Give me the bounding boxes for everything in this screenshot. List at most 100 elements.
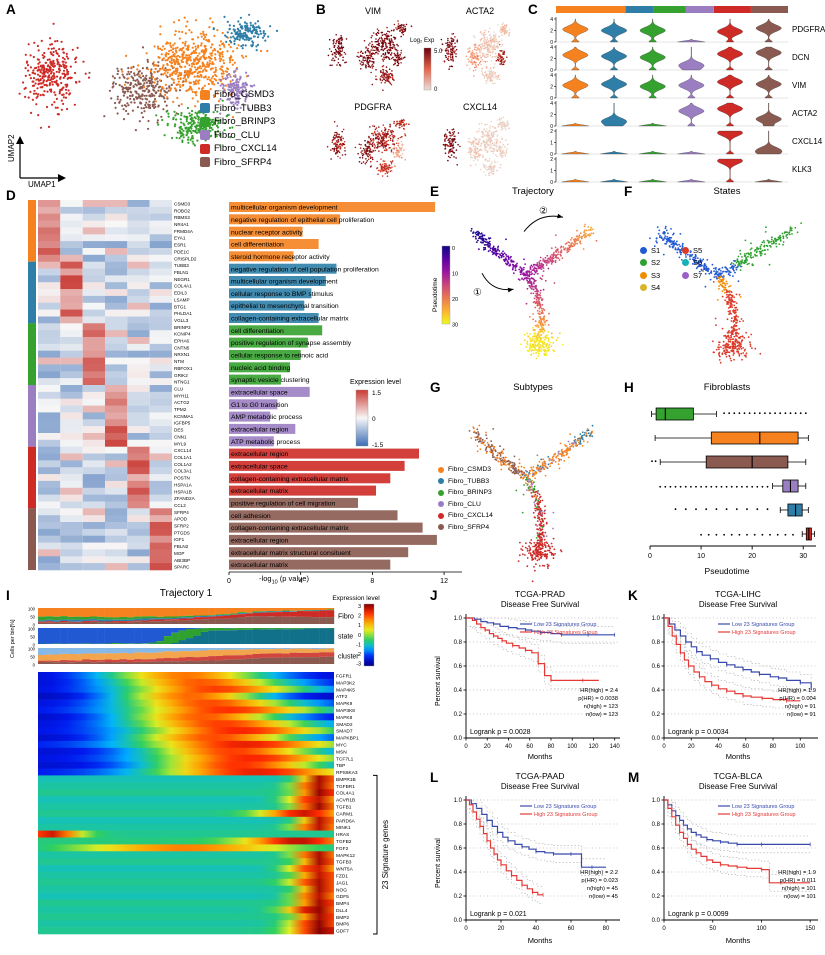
legend-label: Fibro_CXCL14: [448, 512, 493, 520]
panel-m-km-blca: M TCGA-BLCA Disease Free Survival 1.0 0.8…: [626, 770, 824, 954]
panel-e-trajectory: E Trajectory 0 10 20 30 Pseudotime ① ②: [428, 184, 622, 380]
legend-swatch: [200, 157, 210, 168]
feature-plots: VIM ACTA2 PDGFRA CXCL14 Log₂ Exp 5.0 0: [326, 6, 511, 177]
svg-text:SPARC: SPARC: [174, 565, 190, 570]
svg-text:extracellular region: extracellular region: [231, 451, 289, 458]
pseudotime-heatmap: Fibro100500state100500cluster100500Cells…: [10, 595, 390, 935]
svg-text:0: 0: [550, 96, 553, 102]
svg-text:epithelial to mesenchymal tran: epithelial to mesenchymal transition: [231, 303, 339, 310]
svg-text:RBMS3: RBMS3: [174, 215, 190, 220]
legend-label: Fibro_SFRP4: [214, 156, 272, 168]
svg-text:2: 2: [550, 56, 553, 62]
svg-text:COL3A1: COL3A1: [174, 469, 192, 474]
svg-text:DES: DES: [174, 428, 183, 433]
km-title-blca: TCGA-BLCA: [713, 771, 763, 781]
legend-label: S4: [651, 283, 661, 293]
svg-text:KCNIP4: KCNIP4: [174, 332, 191, 337]
svg-text:2: 2: [550, 84, 553, 90]
svg-text:0: 0: [550, 124, 553, 130]
legend-swatch: [682, 259, 689, 267]
panel-letter-f: F: [624, 184, 633, 199]
svg-text:collagen-containing extracellu: collagen-containing extracellular matrix: [231, 316, 349, 323]
svg-text:VGLL3: VGLL3: [174, 318, 189, 323]
km-title-paad: TCGA-PAAD: [515, 771, 565, 781]
svg-text:ACTG2: ACTG2: [174, 400, 190, 405]
svg-text:2: 2: [550, 28, 553, 34]
km-subtitle-blca: Disease Free Survival: [698, 782, 778, 791]
legend-item: Fibro_SFRP4: [200, 156, 277, 170]
svg-text:CNTN5: CNTN5: [174, 345, 190, 350]
svg-text:EDIL3: EDIL3: [174, 291, 187, 296]
svg-text:PDE1C: PDE1C: [174, 249, 190, 254]
svg-text:CSMD3: CSMD3: [174, 202, 191, 207]
panel-letter-l: L: [430, 770, 439, 785]
svg-text:multicellular organism develop: multicellular organism development: [231, 279, 338, 286]
svg-text:2: 2: [550, 157, 553, 163]
svg-text:4: 4: [550, 17, 553, 23]
cluster-legend: Fibro_CSMD3 Fibro_TUBB3 Fibro_BRINP3 Fibro_…: [200, 88, 277, 169]
svg-text:1: 1: [550, 140, 553, 146]
svg-text:SFRP2: SFRP2: [174, 524, 189, 529]
svg-text:nuclear receptor activity: nuclear receptor activity: [231, 229, 303, 236]
svg-text:5.0: 5.0: [434, 49, 443, 55]
legend-swatch: [640, 271, 647, 279]
km-subtitle-prad: Disease Free Survival: [500, 600, 580, 609]
panel-h-boxplot: H Fibroblasts 0 10 20 30 Pseudotime: [622, 380, 824, 588]
svg-text:negative regulation of epithel: negative regulation of epithelial cell p…: [231, 217, 374, 224]
svg-text:IGF1: IGF1: [174, 537, 185, 542]
svg-text:cellular response to BMP stimu: cellular response to BMP stimulus: [231, 291, 334, 298]
svg-text:PDGFRA: PDGFRA: [354, 102, 392, 112]
svg-text:POSTN: POSTN: [174, 476, 190, 481]
svg-text:Log₂ Exp: Log₂ Exp: [410, 38, 435, 44]
svg-text:NR4A1: NR4A1: [174, 222, 189, 227]
svg-text:steroid hormone receptor activ: steroid hormone receptor activity: [231, 254, 330, 261]
svg-text:CLU: CLU: [174, 387, 183, 392]
fibroblasts-title: Fibroblasts: [703, 382, 751, 393]
legend-item: Fibro_CLU: [438, 499, 493, 511]
svg-text:0: 0: [372, 416, 376, 423]
svg-text:G1 to G0 transition: G1 to G0 transition: [231, 402, 288, 409]
svg-text:MYH11: MYH11: [174, 393, 189, 398]
svg-text:ACTA2: ACTA2: [466, 6, 494, 16]
svg-text:Expression level: Expression level: [350, 379, 401, 386]
legend-item: Fibro_CXCL14: [200, 142, 277, 156]
legend-swatch: [640, 246, 647, 254]
legend-item: Fibro_CLU: [200, 129, 277, 143]
subtypes-legend: Fibro_CSMD3 Fibro_TUBB3 Fibro_BRINP3 Fibro_…: [438, 464, 493, 533]
svg-text:0: 0: [434, 87, 438, 93]
legend-swatch: [200, 89, 210, 100]
km-title-lihc: TCGA-LIHC: [715, 589, 761, 599]
legend-item: S4: [640, 282, 660, 295]
svg-text:extracellular space: extracellular space: [231, 464, 288, 471]
km-plot-prad: 1.00.80.60.40.20.00 20 40 60 80 100 120 140Low …: [435, 614, 620, 750]
panel-letter-k: K: [628, 588, 638, 603]
svg-text:BRINP3: BRINP3: [174, 325, 191, 330]
svg-text:EPHA6: EPHA6: [174, 339, 190, 344]
svg-text:COL1A2: COL1A2: [174, 462, 192, 467]
svg-text:NRXN1: NRXN1: [174, 352, 190, 357]
panel-i-trajectory-heatmap: I Trajectory 1 Fibro 100 50 0 state 100 50 0 clu…: [4, 588, 428, 954]
panel-letter-j: J: [430, 588, 438, 603]
svg-text:multicellular organism develop: multicellular organism development: [231, 205, 338, 212]
svg-text:HSPA1A: HSPA1A: [174, 482, 193, 487]
km-title-prad: TCGA-PRAD: [514, 589, 566, 599]
svg-text:cell adhesion: cell adhesion: [231, 513, 271, 520]
svg-text:1: 1: [550, 168, 553, 174]
trajectory-title: Trajectory: [512, 186, 554, 197]
svg-text:extracellular matrix: extracellular matrix: [231, 488, 289, 495]
svg-text:cell differentiation: cell differentiation: [231, 328, 284, 335]
panel-b-featureplots: B VIM ACTA2 PDGFRA CXCL14 Log₂ Exp 5.0 0: [314, 2, 526, 188]
panel-f-states: F States S1 S2 S3 S4 S5 S6 S7: [622, 184, 824, 380]
d-x-axis-label: -log10 (p value): [259, 574, 309, 586]
legend-swatch: [682, 271, 689, 279]
legend-swatch: [640, 284, 647, 292]
panel-letter-i: I: [6, 588, 10, 603]
panel-letter-c: C: [528, 2, 538, 17]
svg-text:synaptic vesicle clustering: synaptic vesicle clustering: [231, 377, 310, 384]
svg-text:ACTA2: ACTA2: [792, 109, 818, 118]
svg-text:collagen-containing extracellu: collagen-containing extracellular matrix: [231, 525, 349, 532]
svg-text:extracellular region: extracellular region: [231, 538, 289, 545]
svg-text:KLK3: KLK3: [792, 165, 812, 174]
